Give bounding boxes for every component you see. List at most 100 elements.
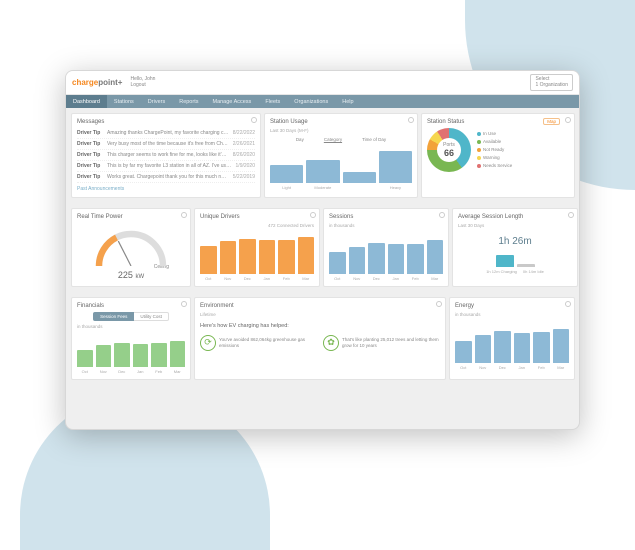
brand-logo[interactable]: chargepoint+ (72, 78, 122, 87)
x-label: Oct (77, 369, 93, 374)
x-label: Nov (475, 365, 492, 370)
bar (270, 165, 303, 183)
energy-title: Energy (455, 303, 569, 309)
legend-item: In Use (477, 130, 512, 138)
nav-help[interactable]: Help (335, 95, 360, 108)
bar (77, 350, 93, 367)
tab-timeofday[interactable]: Time of Day (356, 136, 392, 143)
bar (407, 244, 424, 274)
message-row[interactable]: Driver TipThis is by far my favorite L3 … (77, 161, 255, 172)
x-label: Dec (494, 365, 511, 370)
tab-day[interactable]: Day (290, 136, 310, 143)
x-label: Dec (239, 276, 256, 281)
message-row[interactable]: Driver TipVery busy most of the time bec… (77, 139, 255, 150)
bar (259, 240, 276, 274)
gear-icon[interactable] (408, 117, 414, 123)
gear-icon[interactable] (251, 117, 257, 123)
gear-icon[interactable] (310, 212, 316, 218)
brand-part1: charge (72, 78, 98, 87)
messages-list: Driver TipAmazing thanks ChargePoint, my… (77, 128, 255, 183)
nav-organizations[interactable]: Organizations (287, 95, 335, 108)
app-header: chargepoint+ Hello, John Logout Select 1… (66, 71, 579, 95)
x-label: Jan (388, 276, 405, 281)
logout-link[interactable]: Logout (130, 83, 155, 89)
env-ghg-text: You've avoided 862,064kg greenhouse gas … (219, 337, 317, 349)
x-label: Feb (407, 276, 424, 281)
dashboard-row-2: Real Time Power Ceiling 225 kW Unique Dr… (66, 203, 579, 292)
tab-session-fees[interactable]: Session Fees (93, 312, 134, 321)
environment-card: Environment Lifetime Here's how EV charg… (194, 297, 446, 380)
tab-category[interactable]: Category (318, 136, 348, 143)
unique-drivers-xlabels: OctNovDecJanFebMar (200, 276, 314, 281)
bar (553, 329, 570, 363)
tab-utility-cost[interactable]: Utility Cost (134, 312, 169, 321)
x-label: Nov (220, 276, 237, 281)
stage: chargepoint+ Hello, John Logout Select 1… (0, 0, 635, 550)
donut-center: Ports 66 (427, 128, 471, 172)
bar (133, 344, 149, 367)
station-usage-tabs: Day Category Time of Day (270, 136, 412, 143)
message-row[interactable]: Driver TipThis charger seems to work fin… (77, 150, 255, 161)
x-label: Mar (553, 365, 570, 370)
x-label: Oct (329, 276, 346, 281)
connected-drivers-metric: 472 Connected Drivers (200, 223, 314, 228)
message-row[interactable]: Driver TipWorks great. Chargepoint thank… (77, 172, 255, 183)
nav-stations[interactable]: Stations (107, 95, 141, 108)
bar (278, 240, 295, 274)
bar (343, 172, 376, 183)
x-label: Dec (114, 369, 130, 374)
bar (220, 241, 237, 274)
station-status-card: Station Status Map Ports 66 In UseAvaila… (421, 113, 575, 198)
x-label: Jan (133, 369, 149, 374)
energy-card: Energy in thousands OctNovDecJanFebMar (449, 297, 575, 380)
avg-session-value: 1h 26m (458, 236, 572, 247)
nav-drivers[interactable]: Drivers (141, 95, 172, 108)
map-button[interactable]: Map (543, 118, 560, 125)
x-label: Feb (278, 276, 295, 281)
gear-icon[interactable] (181, 212, 187, 218)
power-gauge (91, 226, 171, 266)
x-label: Feb (151, 369, 167, 374)
environment-heading: Here's how EV charging has helped: (200, 323, 440, 329)
recycle-icon: ⟳ (200, 335, 216, 351)
x-label: Dec (368, 276, 385, 281)
legend-item: Warning (477, 154, 512, 162)
org-selector[interactable]: Select 1 Organization (530, 74, 573, 91)
gear-icon[interactable] (436, 301, 442, 307)
gear-icon[interactable] (565, 117, 571, 123)
past-announcements-link[interactable]: Past Announcements (77, 186, 255, 192)
nav-manage-access[interactable]: Manage Access (205, 95, 258, 108)
bar (200, 246, 217, 274)
gear-icon[interactable] (181, 301, 187, 307)
nav-dashboard[interactable]: Dashboard (66, 95, 107, 108)
nav-fleets[interactable]: Fleets (258, 95, 287, 108)
unique-drivers-bars (200, 234, 314, 274)
gear-icon[interactable] (439, 212, 445, 218)
energy-xlabels: OctNovDecJanFebMar (455, 365, 569, 370)
messages-card: Messages Driver TipAmazing thanks Charge… (71, 113, 261, 198)
financials-title: Financials (77, 303, 185, 309)
user-greeting[interactable]: Hello, John Logout (130, 77, 155, 88)
nav-reports[interactable]: Reports (172, 95, 205, 108)
x-label: Oct (455, 365, 472, 370)
sessions-card: Sessions in thousands OctNovDecJanFebMar (323, 208, 449, 287)
station-usage-bars (270, 149, 412, 183)
avg-session-bars (458, 251, 572, 267)
sessions-sub: in thousands (329, 223, 443, 228)
legend-item: Available (477, 138, 512, 146)
power-unit: kW (135, 274, 144, 280)
message-row[interactable]: Driver TipAmazing thanks ChargePoint, my… (77, 128, 255, 139)
status-donut: Ports 66 (427, 128, 471, 172)
status-legend: In UseAvailableNot ReadyWarningNeeds Ser… (477, 130, 512, 170)
gear-icon[interactable] (568, 212, 574, 218)
gear-icon[interactable] (565, 301, 571, 307)
bar (533, 332, 550, 363)
bar (170, 341, 186, 367)
dashboard-row-3: Financials Session Fees Utility Cost in … (66, 292, 579, 385)
realtime-power-card: Real Time Power Ceiling 225 kW (71, 208, 191, 287)
sessions-title: Sessions (329, 214, 443, 220)
charging-label: 1h 12m Charging (486, 269, 517, 274)
bar (475, 335, 492, 363)
sessions-bars (329, 234, 443, 274)
bar (239, 239, 256, 274)
